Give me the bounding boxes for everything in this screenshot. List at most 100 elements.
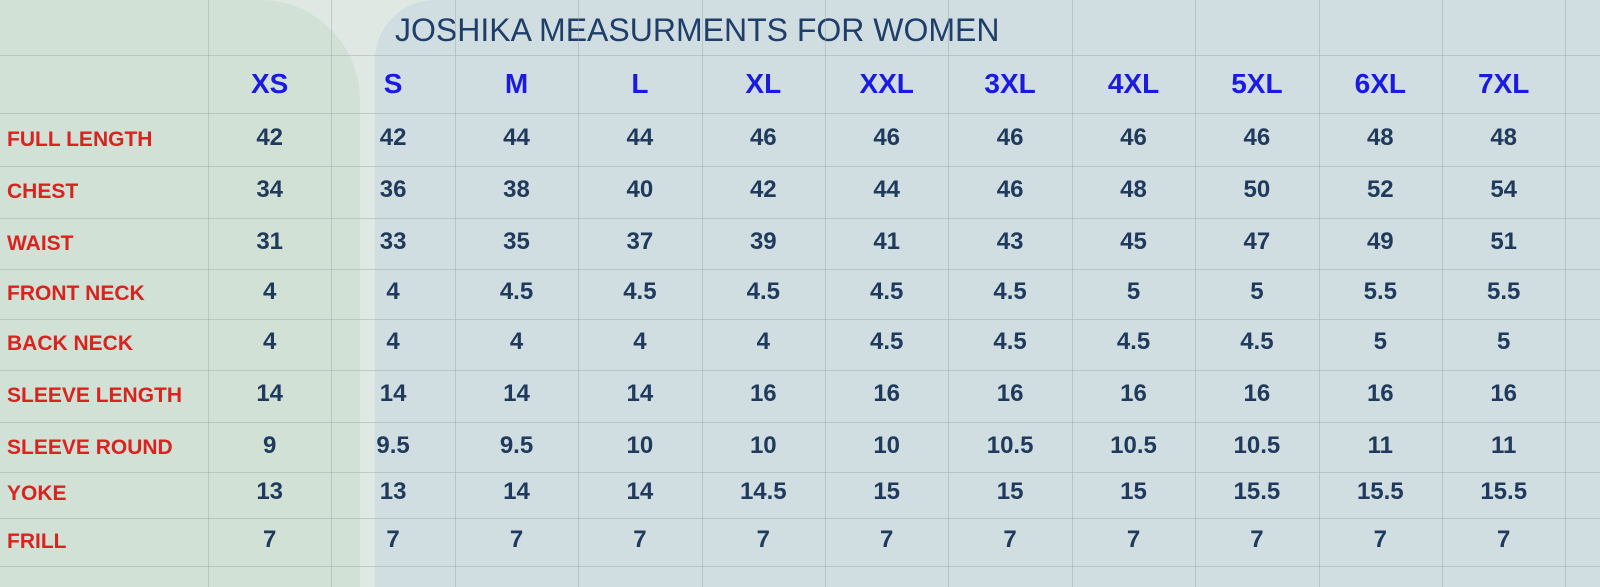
cell-value: 7: [1497, 526, 1511, 553]
cell-value: 46: [1243, 124, 1271, 151]
grid-line: [1071, 0, 1073, 587]
cell-value: 48: [1120, 176, 1147, 203]
cell-value: 5: [1373, 328, 1387, 355]
row-label: WAIST: [7, 232, 74, 255]
cell-value: 14: [626, 478, 654, 505]
grid-line: [0, 422, 1600, 423]
column-header: XL: [745, 68, 782, 99]
grid-line: [1442, 0, 1443, 587]
cell-value: 40: [626, 176, 654, 203]
cell-value: 54: [1490, 176, 1518, 203]
cell-value: 5: [1497, 328, 1511, 355]
grid-line: [948, 0, 950, 587]
cell-value: 31: [256, 228, 284, 255]
column-header: XS: [251, 68, 289, 99]
cell-value: 41: [873, 228, 901, 255]
cell-value: 14: [503, 380, 530, 407]
cell-value: 7: [1126, 526, 1141, 553]
cell-value: 7: [633, 526, 647, 553]
cell-value: 44: [873, 176, 901, 203]
cell-value: 7: [756, 526, 770, 553]
column-header: 3XL: [984, 68, 1036, 99]
background-panel: [375, 0, 1600, 587]
cell-value: 13: [256, 478, 284, 505]
grid-line: [825, 0, 826, 587]
title: JOSHIKA MEASURMENTS FOR WOMEN: [395, 12, 1000, 48]
grid-line: [701, 0, 703, 587]
cell-value: 47: [1243, 228, 1271, 255]
grid-line: [1195, 0, 1197, 587]
cell-value: 4.5: [746, 278, 780, 305]
cell-value: 5: [1126, 278, 1141, 305]
cell-value: 9.5: [499, 432, 534, 459]
cell-value: 10: [873, 432, 901, 459]
column-header: 4XL: [1107, 68, 1160, 99]
cell-value: 10.5: [1110, 432, 1157, 459]
cell-value: 48: [1366, 124, 1394, 151]
cell-value: 4: [263, 328, 277, 355]
cell-value: 46: [873, 124, 901, 151]
cell-value: 7: [1250, 526, 1264, 553]
cell-value: 10.5: [1233, 432, 1281, 459]
cell-value: 43: [996, 228, 1024, 255]
grid-line: [331, 0, 333, 587]
cell-value: 16: [749, 380, 777, 407]
grid-line: [578, 0, 580, 587]
cell-value: 38: [503, 176, 530, 203]
cell-value: 5.5: [1363, 278, 1397, 305]
cell-value: 15: [1120, 478, 1147, 505]
cell-value: 16: [1243, 380, 1271, 407]
cell-value: 44: [503, 124, 530, 151]
cell-value: 10.5: [986, 432, 1034, 459]
cell-value: 9: [263, 432, 277, 459]
cell-value: 7: [880, 526, 894, 553]
cell-value: 11: [1367, 432, 1393, 459]
cell-value: 7: [1373, 526, 1387, 553]
cell-value: 5.5: [1487, 278, 1521, 305]
column-header: 6XL: [1354, 68, 1406, 99]
grid-line: [1318, 0, 1320, 587]
cell-value: 34: [256, 176, 284, 203]
cell-value: 49: [1366, 228, 1394, 255]
cell-value: 35: [503, 228, 530, 255]
cell-value: 46: [749, 124, 777, 151]
cell-value: 4: [756, 328, 770, 355]
background-panel: [0, 0, 360, 587]
cell-value: 45: [1120, 228, 1147, 255]
cell-value: 7: [509, 526, 524, 553]
row-label: CHEST: [7, 180, 79, 203]
cell-value: 4: [263, 278, 277, 305]
row-label: FULL LENGTH: [7, 128, 153, 151]
grid-line: [0, 370, 1600, 371]
cell-value: 4.5: [993, 328, 1027, 355]
cell-value: 16: [1490, 380, 1518, 407]
grid-line: [0, 55, 1600, 56]
grid-line: [0, 113, 1600, 114]
cell-value: 5: [1250, 278, 1264, 305]
cell-value: 10: [749, 432, 777, 459]
column-header: 7XL: [1478, 68, 1530, 99]
cell-value: 37: [626, 228, 654, 255]
cell-value: 4.5: [623, 278, 657, 305]
cell-value: 4: [386, 328, 400, 355]
grid-line: [208, 0, 209, 587]
cell-value: 15.5: [1356, 478, 1404, 505]
cell-value: 15: [996, 478, 1024, 505]
grid-line: [0, 472, 1600, 473]
cell-value: 4.5: [499, 278, 534, 305]
column-header: M: [504, 68, 529, 99]
cell-value: 33: [379, 228, 407, 255]
cell-value: 14: [256, 380, 284, 407]
cell-value: 13: [379, 478, 407, 505]
cell-value: 15.5: [1233, 478, 1281, 505]
column-header: S: [383, 68, 403, 99]
grid-line: [0, 166, 1600, 167]
cell-value: 48: [1490, 124, 1518, 151]
cell-value: 4.5: [870, 278, 904, 305]
row-label: BACK NECK: [7, 332, 133, 355]
cell-value: 16: [1120, 380, 1147, 407]
row-label: SLEEVE ROUND: [7, 436, 173, 459]
cell-value: 4: [633, 328, 647, 355]
grid-line: [0, 518, 1600, 519]
